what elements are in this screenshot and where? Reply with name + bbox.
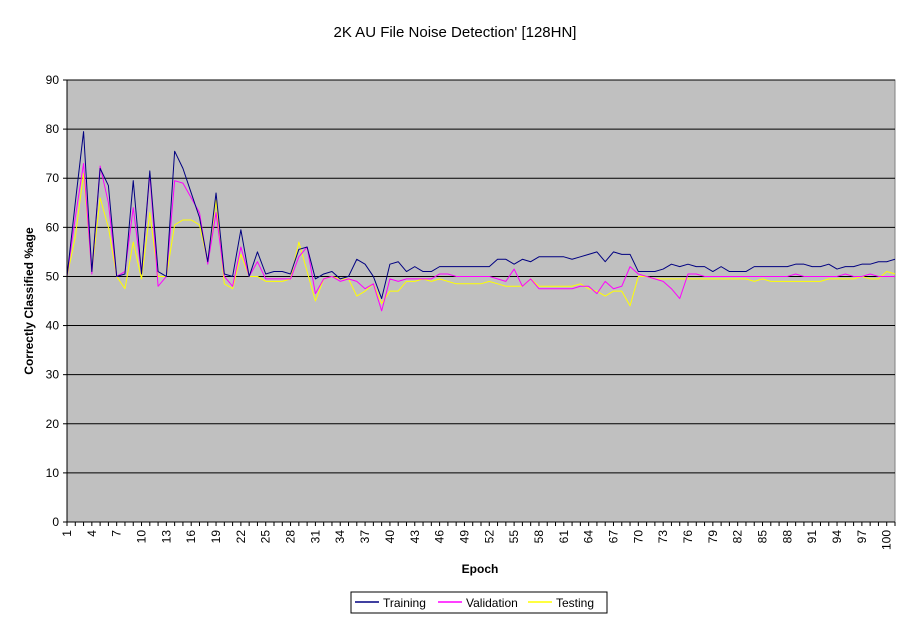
x-tick-label: 58 xyxy=(532,530,546,544)
legend: Training Validation Testing xyxy=(350,591,608,614)
x-tick-label: 88 xyxy=(780,530,794,544)
x-tick-label: 73 xyxy=(656,530,670,544)
x-tick-label: 70 xyxy=(631,530,645,544)
chart-title: 2K AU File Noise Detection' [128HN] xyxy=(334,24,577,41)
y-tick-label: 10 xyxy=(46,466,60,480)
series-lines xyxy=(66,131,896,312)
x-tick-label: 67 xyxy=(606,530,620,544)
y-tick-label: 20 xyxy=(46,417,60,431)
x-tick-label: 43 xyxy=(408,530,422,544)
y-tick-label: 70 xyxy=(46,171,60,185)
x-tick-label: 46 xyxy=(433,530,447,544)
x-tick-label: 31 xyxy=(308,530,322,544)
plot-area xyxy=(66,79,896,523)
x-axis-label: Epoch xyxy=(462,562,499,576)
series-line-training xyxy=(66,131,896,300)
x-tick-label: 64 xyxy=(582,530,596,544)
x-tick-label: 19 xyxy=(209,530,223,544)
legend-label-validation: Validation xyxy=(466,596,518,610)
x-tick-label: 49 xyxy=(457,530,471,544)
axes xyxy=(63,79,896,526)
x-tick-label: 13 xyxy=(159,530,173,544)
x-tick-label: 79 xyxy=(706,530,720,544)
x-tick-label: 22 xyxy=(234,530,248,544)
y-tick-label: 30 xyxy=(46,368,60,382)
x-tick-label: 100 xyxy=(880,530,894,550)
y-tick-labels: 0 10 20 30 40 50 60 70 80 90 xyxy=(46,73,60,529)
legend-box xyxy=(350,591,608,614)
x-tick-label: 76 xyxy=(681,530,695,544)
x-tick-label: 91 xyxy=(805,530,819,544)
x-tick-label: 25 xyxy=(259,530,273,544)
x-tick-label: 1 xyxy=(60,530,74,537)
x-tick-label: 61 xyxy=(557,530,571,544)
y-tick-label: 0 xyxy=(52,515,59,529)
legend-label-training: Training xyxy=(383,596,426,610)
x-tick-labels: 1 4 7 10 13 16 19 22 25 28 31 34 37 40 43 46 49 52 55 58 61 6… xyxy=(60,530,894,550)
x-tick-label: 28 xyxy=(284,530,298,544)
x-tick-label: 16 xyxy=(184,530,198,544)
y-tick-label: 40 xyxy=(46,319,60,333)
y-tick-label: 50 xyxy=(46,269,60,283)
x-tick-label: 7 xyxy=(110,530,124,537)
y-axis-label: Correctly Classified %age xyxy=(22,227,36,375)
x-tick-label: 52 xyxy=(482,530,496,544)
x-tick-label: 94 xyxy=(830,530,844,544)
y-tick-label: 60 xyxy=(46,220,60,234)
x-tick-label: 34 xyxy=(333,530,347,544)
x-tick-label: 55 xyxy=(507,530,521,544)
x-tick-label: 40 xyxy=(383,530,397,544)
x-tick-label: 97 xyxy=(855,530,869,544)
x-tick-label: 10 xyxy=(135,530,149,544)
legend-label-testing: Testing xyxy=(556,596,594,610)
y-tick-label: 90 xyxy=(46,73,60,87)
x-tick-label: 82 xyxy=(731,530,745,544)
x-tick-label: 37 xyxy=(358,530,372,544)
x-tick-label: 85 xyxy=(756,530,770,544)
x-tick-label: 4 xyxy=(85,530,99,537)
y-tick-label: 80 xyxy=(46,122,60,136)
